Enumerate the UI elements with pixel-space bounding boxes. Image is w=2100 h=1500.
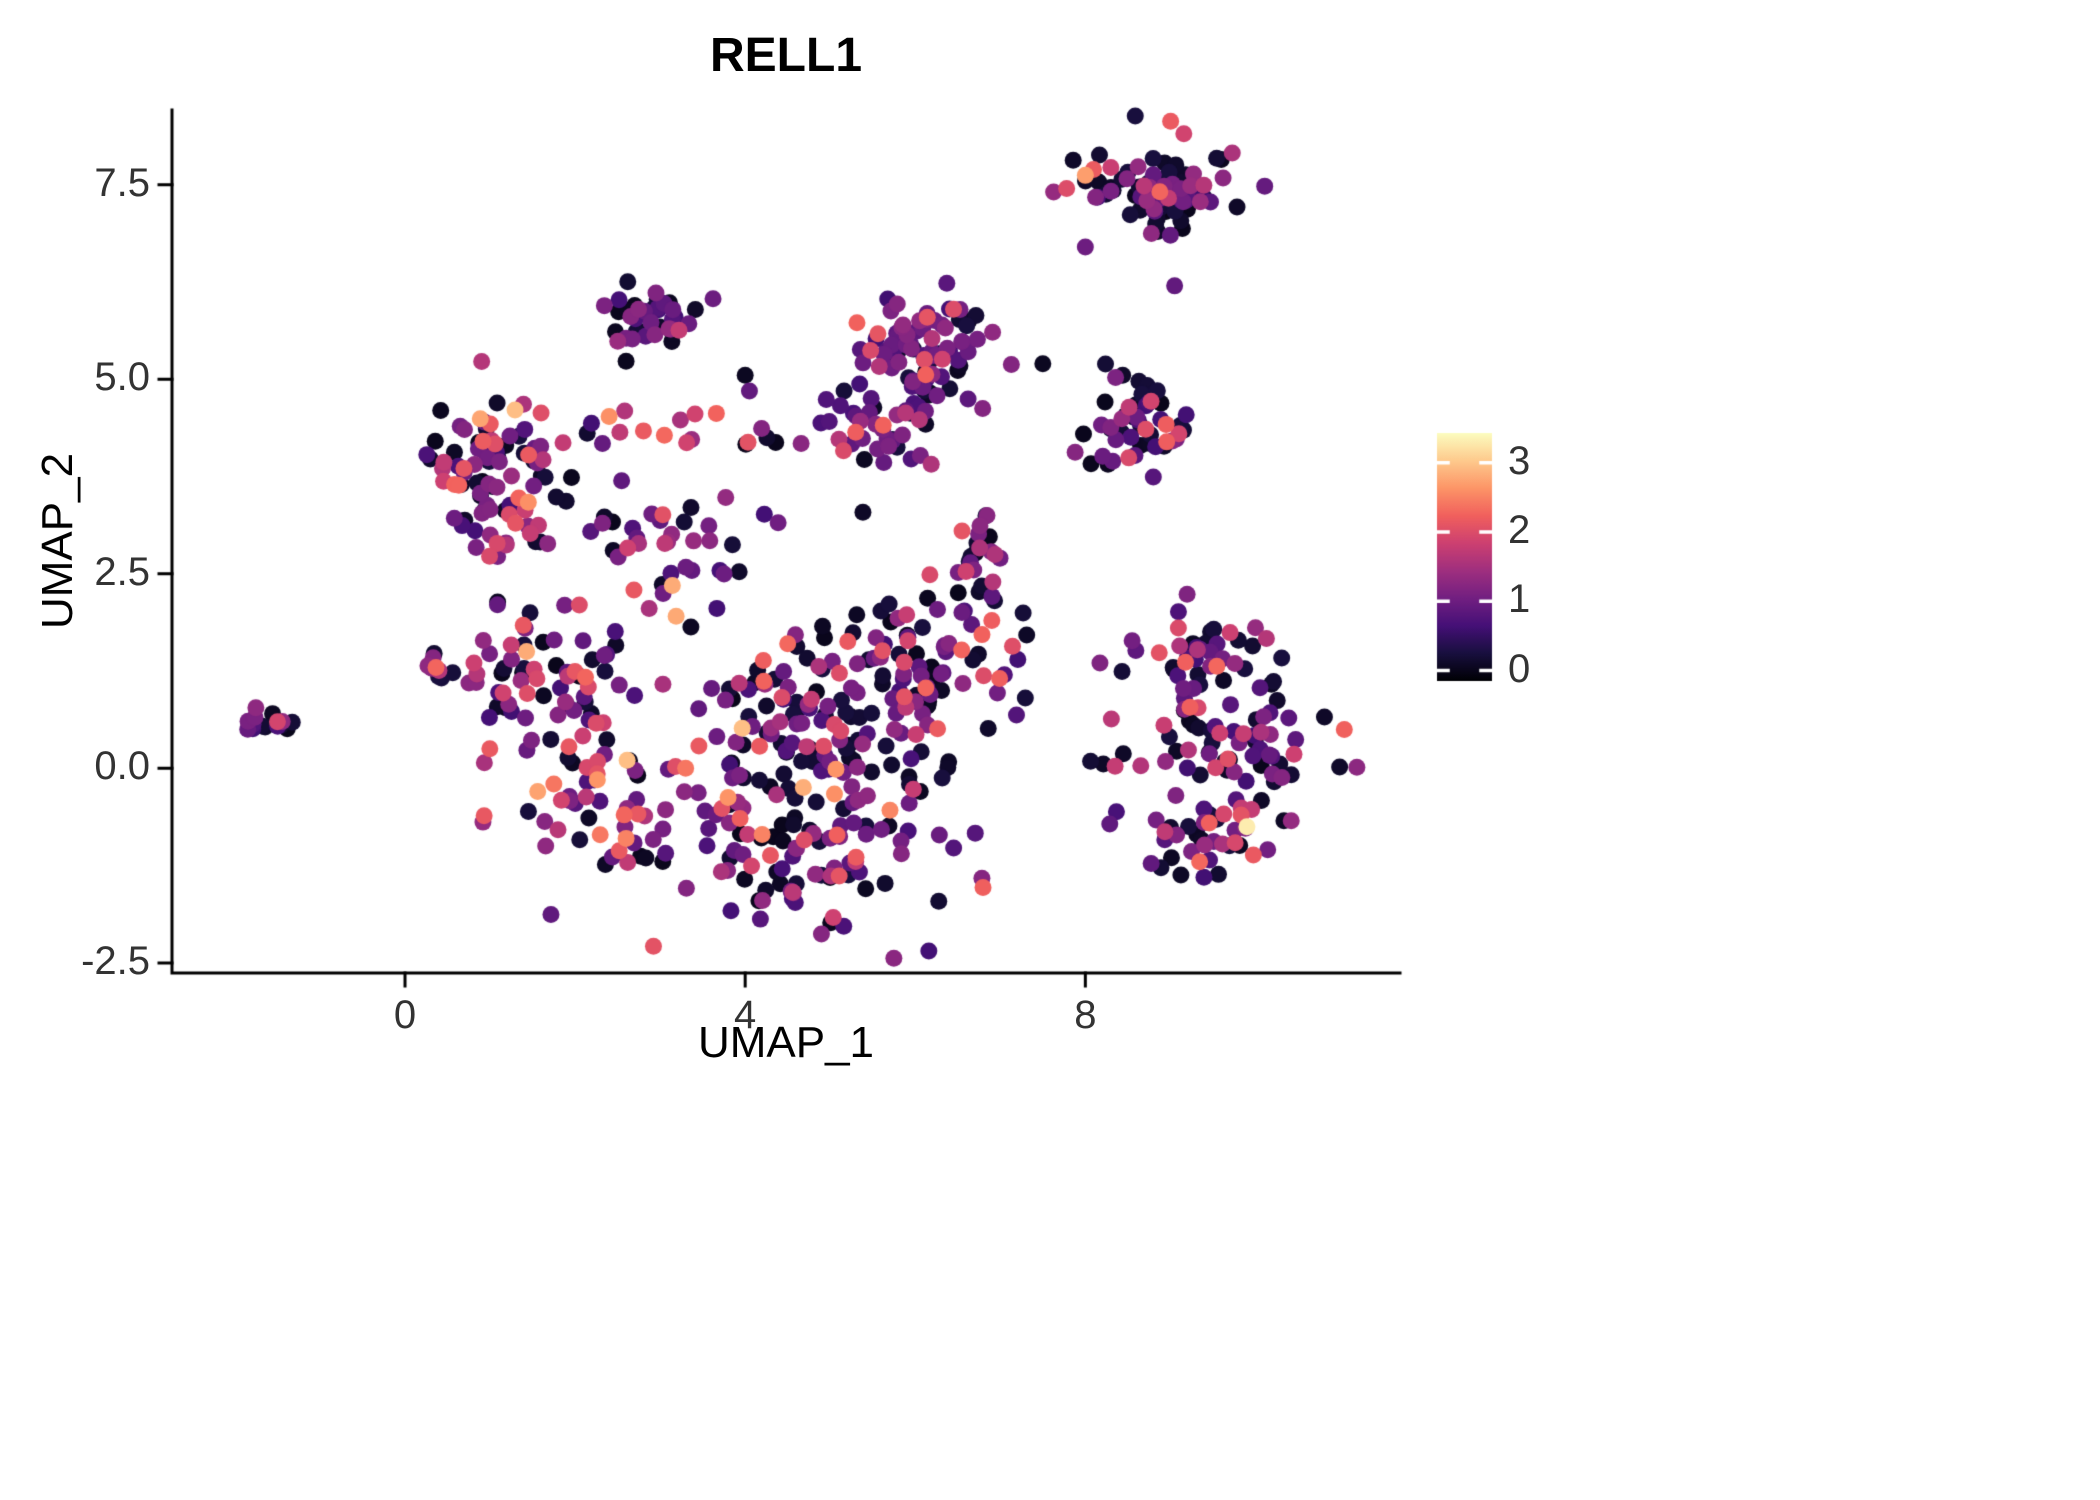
y-tick-label: 0.0 (94, 744, 150, 789)
plot-title: RELL1 (709, 29, 863, 82)
y-tick-label: -2.5 (81, 938, 150, 983)
y-tick-label: 5.0 (94, 355, 150, 400)
y-tick-label: 7.5 (94, 160, 150, 205)
x-tick-label: 4 (734, 993, 757, 1037)
legend-tick-label: 2 (1508, 508, 1531, 553)
legend-tick-label: 3 (1508, 438, 1531, 483)
legend-tick-label: 0 (1508, 646, 1531, 691)
y-axis-title: UMAP_2 (33, 452, 82, 630)
x-axis-title: UMAP_1 (697, 1018, 875, 1067)
x-tick-label: 8 (1074, 993, 1097, 1037)
x-tick-label: 0 (393, 993, 417, 1037)
legend-tick-label: 1 (1508, 577, 1531, 622)
y-tick-label: 2.5 (94, 549, 150, 594)
